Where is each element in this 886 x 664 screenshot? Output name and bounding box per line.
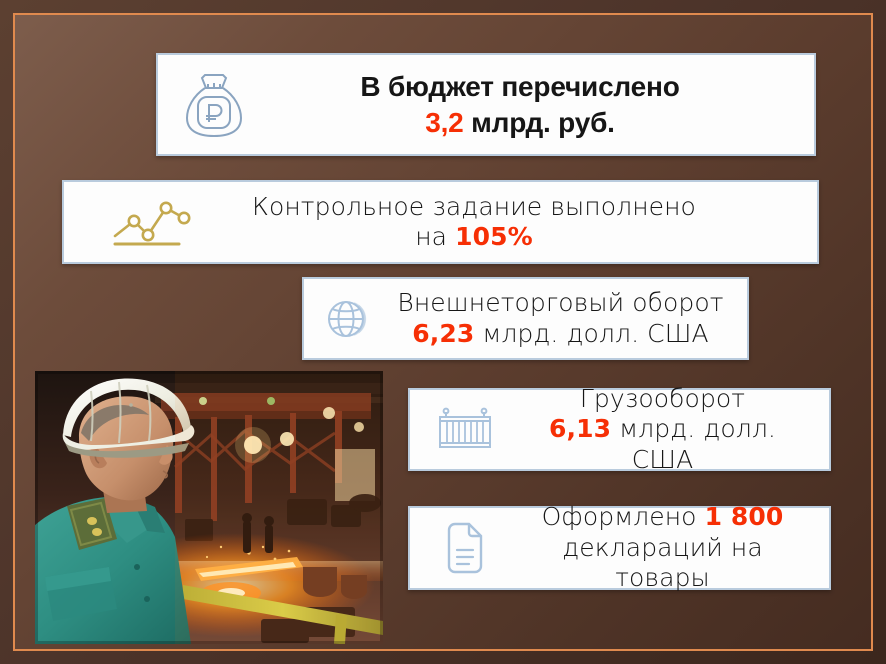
declarations-prefix: Оформлено	[541, 502, 705, 532]
declarations-line-1: Оформлено 1 800	[520, 502, 805, 533]
stat-card-budget: В бюджет перечислено 3,2 млрд. руб.	[156, 53, 816, 156]
foreign-trade-line-2: 6,23 млрд. долл. США	[392, 319, 729, 350]
cargo-turnover-line-1: Грузооборот	[579, 383, 746, 413]
control-task-prefix: на	[415, 222, 456, 251]
budget-line-1: В бюджет перечислено	[360, 70, 680, 102]
stat-card-control-task: Контрольное задание выполнено на 105%	[62, 180, 819, 264]
declarations-line-2: деклараций на товары	[562, 532, 763, 593]
shipping-container-icon	[410, 406, 520, 454]
stat-card-foreign-trade-turnover: Внешнеторговый оборот 6,23 млрд. долл. С…	[302, 277, 749, 360]
budget-unit: млрд. руб.	[463, 106, 615, 138]
budget-line-2: 3,2 млрд. руб.	[270, 105, 770, 141]
slide-accent-rule	[13, 13, 873, 651]
budget-card-text: В бюджет перечислено 3,2 млрд. руб.	[270, 69, 814, 140]
stat-card-declarations: Оформлено 1 800 деклараций на товары	[408, 502, 831, 592]
control-task-value: 105%	[455, 222, 533, 251]
cargo-turnover-card-text: Грузооборот 6,13 млрд. долл. США	[520, 384, 829, 476]
globe-icon	[304, 295, 392, 343]
cargo-turnover-value: 6,13	[549, 414, 612, 444]
cargo-turnover-line-2: 6,13 млрд. долл. США	[520, 414, 805, 475]
cargo-turnover-unit: млрд. долл. США	[611, 414, 776, 474]
photo-illustration	[35, 371, 383, 644]
foreign-trade-card-text: Внешнеторговый оборот 6,23 млрд. долл. С…	[392, 288, 747, 349]
foreign-trade-line-1: Внешнеторговый оборот	[397, 288, 724, 317]
declarations-value: 1 800	[704, 502, 784, 532]
budget-value: 3,2	[425, 106, 464, 138]
control-task-line-2: на 105%	[239, 222, 709, 253]
customs-officer-at-steel-mill-photo	[35, 371, 383, 644]
document-icon	[410, 521, 520, 575]
line-chart-icon	[64, 196, 239, 248]
control-task-card-text: Контрольное задание выполнено на 105%	[239, 192, 817, 253]
foreign-trade-unit: млрд. долл. США	[474, 318, 709, 348]
control-task-line-1: Контрольное задание выполнено	[252, 191, 696, 221]
foreign-trade-value: 6,23	[412, 318, 475, 348]
declarations-card-text: Оформлено 1 800 деклараций на товары	[520, 502, 829, 594]
stat-card-cargo-turnover: Грузооборот 6,13 млрд. долл. США	[408, 384, 831, 474]
money-bag-ruble-icon	[158, 70, 270, 140]
